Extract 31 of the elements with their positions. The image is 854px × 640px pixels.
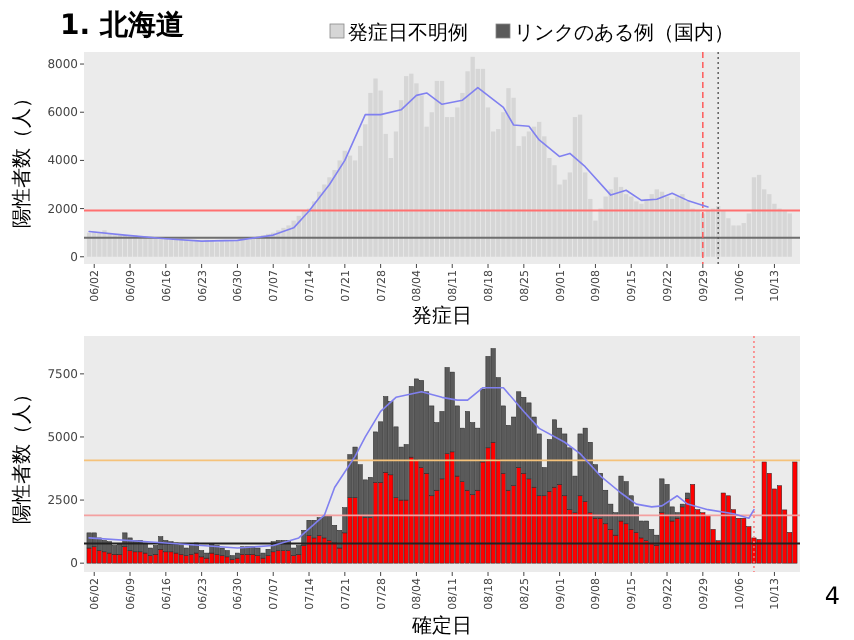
bar <box>199 550 205 558</box>
chart-title: 1. 北海道 <box>60 10 186 42</box>
bar <box>260 557 266 564</box>
bar <box>219 555 225 564</box>
bar <box>224 556 230 564</box>
bar <box>148 555 153 564</box>
bar <box>235 557 240 564</box>
y-axis-title: 陽性者数（人） <box>10 384 34 524</box>
x-axis-title: 発症日 <box>412 304 472 328</box>
bar <box>260 552 266 559</box>
legend-label: 発症日不明例 <box>348 21 468 45</box>
text: 4 <box>824 582 840 610</box>
bar <box>219 547 225 556</box>
x-axis-title: 確定日 <box>410 614 472 638</box>
bar <box>183 555 189 564</box>
bar <box>265 549 271 556</box>
bar <box>204 557 210 564</box>
bar <box>265 555 271 564</box>
y-axis-title: 陽性者数（人） <box>10 88 34 228</box>
bar <box>291 555 297 564</box>
bar <box>224 550 230 558</box>
line-series <box>88 86 709 242</box>
bar <box>199 556 205 564</box>
bar <box>204 552 210 559</box>
bar <box>255 555 261 564</box>
bar <box>235 552 240 559</box>
bar <box>240 554 245 564</box>
line-series <box>88 386 755 549</box>
bar <box>245 554 251 564</box>
legend-label: リンクのある例（国内） <box>514 21 734 45</box>
bar <box>250 554 256 564</box>
